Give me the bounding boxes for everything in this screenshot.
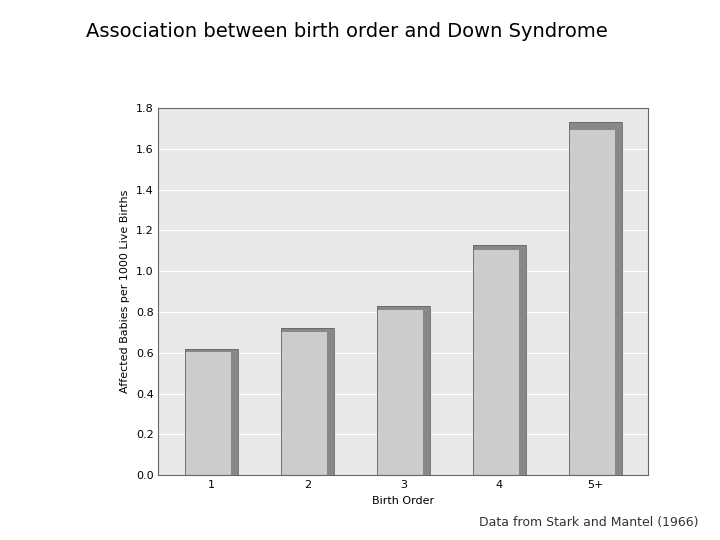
Bar [377,306,430,475]
Bar [327,328,333,475]
Text: Association between birth order and Down Syndrome: Association between birth order and Down… [86,22,608,40]
Bar [473,245,526,250]
Bar [185,349,238,352]
Bar [615,122,621,475]
Bar [185,349,230,475]
Bar [569,122,621,130]
Bar [423,306,430,475]
Bar [377,306,430,309]
Bar [281,328,327,475]
X-axis label: Birth Order: Birth Order [372,496,434,505]
Bar [185,349,238,475]
Bar [377,306,423,475]
Bar [281,328,333,332]
Bar [473,245,526,475]
Bar [569,122,615,475]
Bar [518,245,526,475]
Bar [230,349,238,475]
Bar [473,245,518,475]
Bar [281,328,333,475]
Y-axis label: Affected Babies per 1000 Live Births: Affected Babies per 1000 Live Births [120,190,130,393]
Bar [569,122,621,475]
Text: Data from Stark and Mantel (1966): Data from Stark and Mantel (1966) [479,516,698,529]
